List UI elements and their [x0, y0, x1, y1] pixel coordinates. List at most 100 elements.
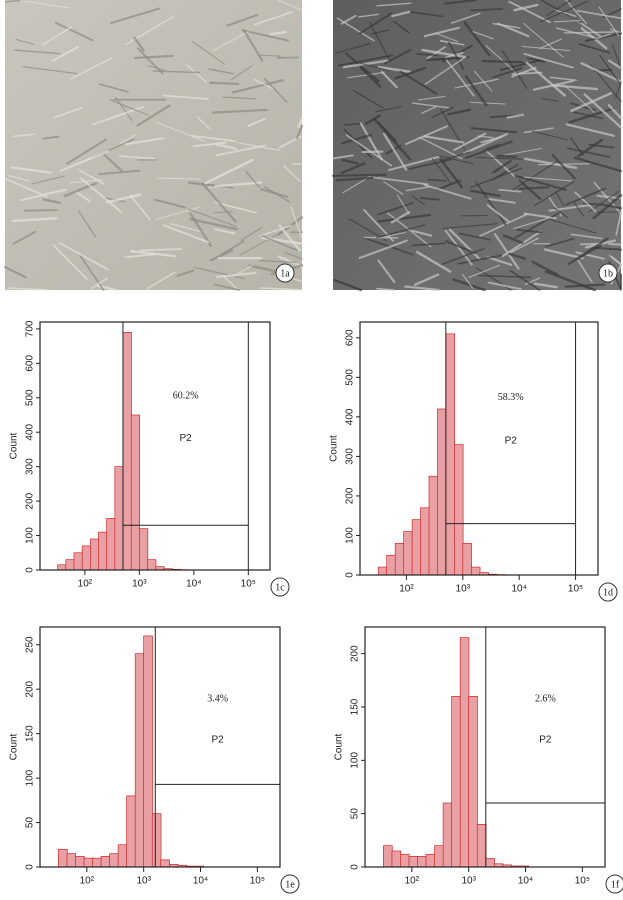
- y-tick-label: 100: [345, 527, 356, 544]
- cell: [421, 106, 437, 114]
- cell: [565, 187, 607, 206]
- cell: [518, 179, 541, 200]
- cell: [463, 21, 491, 57]
- cell: [209, 81, 240, 86]
- y-tick-label: 400: [25, 423, 36, 440]
- cell: [358, 12, 393, 35]
- cell: [125, 16, 174, 46]
- cell: [583, 93, 623, 129]
- cell: [444, 229, 473, 266]
- cell: [102, 153, 123, 172]
- cell: [196, 116, 211, 130]
- cell: [192, 141, 227, 148]
- cell: [576, 9, 622, 20]
- cell: [226, 13, 259, 27]
- cell: [282, 164, 301, 183]
- cell: [493, 233, 520, 270]
- cell: [241, 29, 289, 42]
- cell: [337, 54, 394, 67]
- cell: [448, 228, 481, 261]
- cell: [486, 256, 513, 266]
- bar: [92, 857, 102, 868]
- cell: [140, 248, 183, 252]
- cell: [553, 9, 577, 17]
- cell: [191, 134, 237, 143]
- cell: [373, 176, 429, 186]
- cell: [521, 45, 571, 52]
- cell: [439, 158, 464, 189]
- bar: [100, 856, 111, 868]
- cell: [531, 130, 568, 141]
- y-tick-label: 0: [350, 864, 361, 870]
- x-tick-label: 10³: [132, 579, 147, 590]
- y-tick-label: 100: [350, 752, 361, 769]
- cell: [105, 193, 142, 204]
- cell: [442, 151, 472, 161]
- cell: [415, 250, 452, 273]
- bar: [160, 859, 170, 868]
- cell: [129, 194, 151, 221]
- cell: [574, 191, 597, 213]
- cell: [415, 53, 438, 57]
- micrograph-background: [5, 0, 302, 290]
- cell: [442, 223, 498, 229]
- cell: [335, 176, 379, 182]
- cell: [31, 175, 66, 185]
- x-tick-label: 10⁵: [241, 579, 256, 590]
- cell: [513, 216, 552, 230]
- cell: [469, 101, 506, 105]
- cell: [502, 234, 524, 245]
- cell: [152, 70, 200, 74]
- cell: [79, 177, 122, 213]
- cell: [570, 137, 584, 156]
- cell: [482, 143, 501, 151]
- cell: [541, 98, 559, 102]
- cell: [501, 230, 542, 258]
- cell: [436, 179, 462, 191]
- cell: [155, 121, 205, 142]
- micrograph: [3, 0, 304, 292]
- cell: [525, 61, 567, 97]
- bar: [459, 637, 470, 868]
- y-tick-label: 200: [345, 487, 356, 504]
- cell: [419, 136, 463, 160]
- cell: [336, 17, 375, 42]
- cell: [421, 48, 467, 59]
- bar: [90, 538, 100, 571]
- cell: [147, 65, 165, 71]
- cell: [573, 156, 623, 173]
- cell: [133, 36, 145, 52]
- bar: [117, 844, 128, 868]
- cell: [595, 33, 612, 40]
- cell: [524, 277, 541, 286]
- cell: [54, 21, 94, 42]
- plot-frame: [364, 626, 606, 868]
- cell: [377, 65, 412, 74]
- cell: [445, 240, 477, 255]
- cell: [214, 228, 236, 235]
- cell: [457, 254, 503, 265]
- cell: [162, 224, 210, 244]
- y-axis-label: Count: [334, 733, 345, 760]
- x-tick-label: 10⁵: [568, 584, 583, 595]
- cell: [425, 56, 470, 62]
- cell: [360, 62, 390, 72]
- cell: [408, 158, 452, 170]
- cell: [230, 65, 253, 81]
- y-tick-label: 150: [25, 725, 36, 742]
- micrograph: [332, 0, 623, 292]
- cell: [578, 43, 611, 54]
- cell: [496, 22, 530, 38]
- cell: [169, 223, 205, 233]
- cell: [342, 59, 390, 69]
- cell: [513, 3, 539, 12]
- cell: [214, 201, 258, 214]
- cell: [247, 118, 266, 128]
- cell: [506, 113, 525, 119]
- y-tick-label: 500: [25, 389, 36, 406]
- x-tick-label: 10²: [399, 584, 414, 595]
- panel-label: 1e: [285, 879, 295, 890]
- cell: [53, 106, 83, 119]
- cell: [563, 83, 595, 113]
- cell: [19, 0, 71, 9]
